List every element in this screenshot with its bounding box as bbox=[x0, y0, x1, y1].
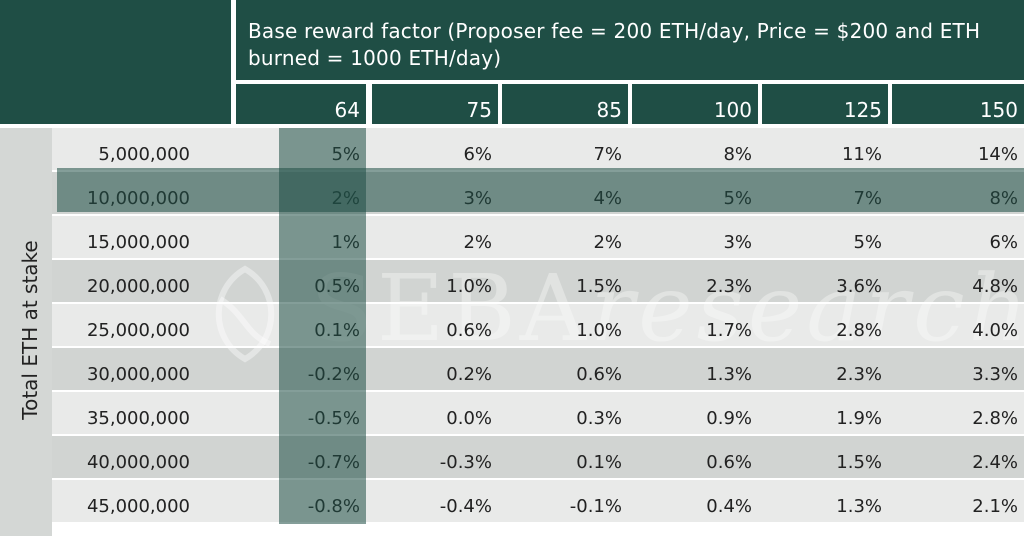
column-header: 85 bbox=[502, 84, 628, 124]
column-header: 150 bbox=[892, 84, 1024, 124]
table-cell: 1.5% bbox=[576, 276, 622, 297]
table-cell: -0.4% bbox=[439, 496, 492, 517]
table-row bbox=[0, 392, 1024, 434]
table-cell: -0.3% bbox=[439, 452, 492, 473]
row-label: 25,000,000 bbox=[86, 320, 190, 341]
table-cell: 1.0% bbox=[576, 320, 622, 341]
table-cell: -0.1% bbox=[569, 496, 622, 517]
table-row bbox=[0, 216, 1024, 258]
table-cell: 2.8% bbox=[972, 408, 1018, 429]
column-header: 75 bbox=[372, 84, 498, 124]
table-cell: 2.3% bbox=[706, 276, 752, 297]
table-row bbox=[0, 128, 1024, 170]
table-row bbox=[0, 260, 1024, 302]
table-row bbox=[0, 480, 1024, 522]
row-label: 15,000,000 bbox=[86, 232, 190, 253]
row-label: 20,000,000 bbox=[86, 276, 190, 297]
table-cell: 1.0% bbox=[446, 276, 492, 297]
table-cell: 0.0% bbox=[446, 408, 492, 429]
table-cell: 1.5% bbox=[836, 452, 882, 473]
left-label-strip bbox=[0, 128, 52, 536]
row-label: 45,000,000 bbox=[86, 496, 190, 517]
table-cell: 5% bbox=[853, 232, 882, 253]
row-label: 5,000,000 bbox=[98, 144, 190, 165]
column-header: 64 bbox=[236, 84, 366, 124]
table-cell: 0.4% bbox=[706, 496, 752, 517]
table-cell: 2% bbox=[593, 232, 622, 253]
highlighted-row-overlay bbox=[57, 168, 1024, 212]
table-cell: 2.4% bbox=[972, 452, 1018, 473]
table-cell: 6% bbox=[463, 144, 492, 165]
table-cell: 1.9% bbox=[836, 408, 882, 429]
table-cell: 0.6% bbox=[706, 452, 752, 473]
table-row bbox=[0, 436, 1024, 478]
column-header: 125 bbox=[762, 84, 888, 124]
table-cell: 1.7% bbox=[706, 320, 752, 341]
column-header: 100 bbox=[632, 84, 758, 124]
table-cell: 0.9% bbox=[706, 408, 752, 429]
table-cell: 3.3% bbox=[972, 364, 1018, 385]
table-row bbox=[0, 304, 1024, 346]
table-cell: 0.6% bbox=[576, 364, 622, 385]
table-cell: 8% bbox=[723, 144, 752, 165]
table-cell: 1.3% bbox=[706, 364, 752, 385]
table-cell: 2.8% bbox=[836, 320, 882, 341]
table-cell: 0.6% bbox=[446, 320, 492, 341]
row-label: 35,000,000 bbox=[86, 408, 190, 429]
row-label: 30,000,000 bbox=[86, 364, 190, 385]
table-row bbox=[0, 348, 1024, 390]
table-cell: 0.1% bbox=[576, 452, 622, 473]
table-cell: 7% bbox=[593, 144, 622, 165]
table-cell: 3% bbox=[723, 232, 752, 253]
table-cell: 2% bbox=[463, 232, 492, 253]
table-cell: 0.2% bbox=[446, 364, 492, 385]
table-cell: 0.3% bbox=[576, 408, 622, 429]
table-cell: 6% bbox=[989, 232, 1018, 253]
header-corner bbox=[0, 0, 231, 124]
table-cell: 2.3% bbox=[836, 364, 882, 385]
table-cell: 3.6% bbox=[836, 276, 882, 297]
table-title: Base reward factor (Proposer fee = 200 E… bbox=[236, 0, 1024, 80]
table-cell: 11% bbox=[841, 144, 882, 165]
table-cell: 1.3% bbox=[836, 496, 882, 517]
table-cell: 4.8% bbox=[972, 276, 1018, 297]
table-cell: 4.0% bbox=[972, 320, 1018, 341]
row-label: 40,000,000 bbox=[86, 452, 190, 473]
table-cell: 14% bbox=[977, 144, 1018, 165]
table-cell: 2.1% bbox=[972, 496, 1018, 517]
y-axis-label-text: Total ETH at stake bbox=[18, 240, 42, 420]
